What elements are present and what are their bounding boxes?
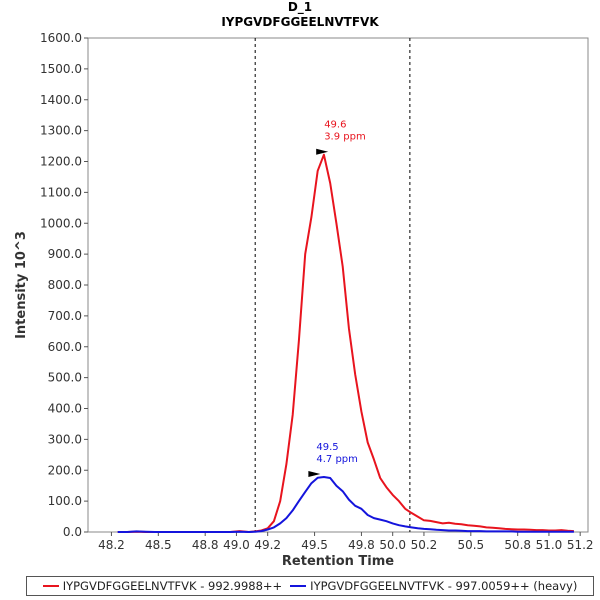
y-tick-label: 1600.0 [40, 31, 82, 45]
peak-ppm-label: 4.7 ppm [316, 454, 358, 465]
x-axis-label: Retention Time [282, 554, 394, 569]
y-tick-label: 1200.0 [40, 155, 82, 169]
legend: IYPGVDFGGEELNVTFVK - 992.9988++ IYPGVDFG… [26, 576, 594, 596]
x-tick-label: 51.0 [536, 538, 563, 552]
x-tick-label: 49.0 [223, 538, 250, 552]
y-tick-label: 800.0 [48, 278, 82, 292]
x-tick-label: 50.2 [411, 538, 438, 552]
legend-item-light[interactable]: IYPGVDFGGEELNVTFVK - 992.9988++ [42, 579, 283, 593]
x-tick-label: 49.8 [348, 538, 375, 552]
x-tick-label: 49.5 [301, 538, 328, 552]
legend-swatch-light [42, 585, 59, 587]
x-tick-label: 50.8 [504, 538, 531, 552]
series-group [117, 153, 574, 533]
x-tick-label: 50.0 [379, 538, 406, 552]
plot-area [87, 37, 589, 533]
x-tick-label: 48.8 [192, 538, 219, 552]
x-tick-label: 48.2 [98, 538, 125, 552]
x-axis: 48.2 48.5 48.8 49.0 49.2 49.5 49.8 50.0 50.2 50.5… [98, 532, 594, 552]
y-tick-label: 1100.0 [40, 185, 82, 199]
legend-item-heavy[interactable]: IYPGVDFGGEELNVTFVK - 997.0059++ (heavy) [290, 579, 577, 593]
y-axis-label: Intensity 10^3 [14, 231, 29, 339]
y-tick-label: 1000.0 [40, 216, 82, 230]
y-tick-label: 1400.0 [40, 93, 82, 107]
y-tick-label: 400.0 [48, 402, 82, 416]
peak-boundaries [254, 38, 411, 532]
y-tick-label: 100.0 [48, 494, 82, 508]
y-tick-label: 700.0 [48, 309, 82, 323]
series-line-heavy [117, 476, 574, 533]
peak-rt-label: 49.6 [324, 120, 346, 131]
y-tick-label: 600.0 [48, 340, 82, 354]
x-tick-label: 51.2 [567, 538, 594, 552]
y-tick-label: 300.0 [48, 432, 82, 446]
y-tick-label: 200.0 [48, 463, 82, 477]
y-tick-label: 0.0 [63, 525, 82, 539]
legend-swatch-heavy [290, 585, 307, 587]
peak-rt-label: 49.5 [316, 442, 338, 453]
x-tick-label: 50.5 [457, 538, 484, 552]
peak-annotations: 49.63.9 ppm 49.54.7 ppm [308, 120, 366, 478]
chart-title: D_1 [288, 0, 312, 15]
peak-marker [316, 148, 329, 155]
y-tick-label: 1300.0 [40, 124, 82, 138]
y-tick-label: 1500.0 [40, 62, 82, 76]
legend-label-light: IYPGVDFGGEELNVTFVK - 992.9988++ [62, 579, 283, 593]
x-tick-label: 48.5 [145, 538, 172, 552]
peak-ppm-label: 3.9 ppm [324, 132, 366, 143]
peak-marker [308, 471, 321, 478]
y-axis: 0.0 100.0 200.0 300.0 400.0 500.0 600.0 700.0 80… [40, 31, 88, 539]
y-tick-label: 500.0 [48, 371, 82, 385]
x-tick-label: 49.2 [254, 538, 281, 552]
y-tick-label: 900.0 [48, 247, 82, 261]
legend-label-heavy: IYPGVDFGGEELNVTFVK - 997.0059++ (heavy) [310, 579, 578, 593]
chart-subtitle: IYPGVDFGGEELNVTFVK [221, 15, 379, 29]
